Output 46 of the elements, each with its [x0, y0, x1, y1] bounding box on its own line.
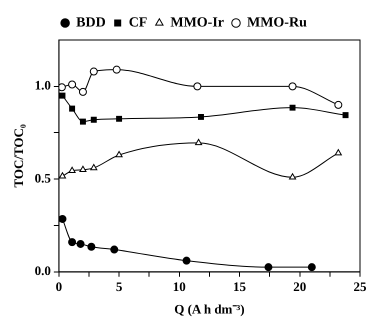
point: [87, 242, 96, 251]
point: [334, 100, 342, 109]
point: [193, 82, 202, 90]
point: [90, 164, 98, 170]
point: [342, 112, 349, 118]
point: [116, 150, 123, 158]
x-tick-label: 25: [354, 278, 367, 294]
x-tick-label: 20: [293, 278, 306, 294]
point: [68, 238, 76, 246]
point: [182, 256, 191, 265]
legend-label: MMO-Ir: [170, 16, 224, 31]
x-tick-label: 0: [56, 278, 62, 294]
x-axis-title: Q (A h dm⁻³): [174, 302, 245, 317]
point: [68, 166, 76, 173]
y-tick-label: 0.0: [34, 263, 51, 278]
point: [76, 240, 85, 248]
x-tick-label: 15: [233, 278, 247, 294]
point: [110, 246, 118, 254]
point: [289, 173, 296, 180]
y-tick-label: 1.0: [34, 78, 51, 93]
point: [198, 114, 204, 120]
point: [58, 214, 66, 223]
point: [58, 83, 66, 92]
point: [308, 263, 316, 272]
point: [290, 104, 296, 111]
point: [334, 149, 342, 156]
point: [90, 116, 97, 123]
legend-label: BDD: [76, 16, 106, 31]
point: [112, 66, 121, 74]
point: [80, 118, 86, 125]
x-tick-label: 10: [172, 278, 186, 294]
point: [195, 138, 202, 146]
legend-label: CF: [128, 16, 148, 31]
point: [68, 80, 76, 89]
y-tick-label: 0.5: [34, 170, 52, 186]
legend-label: MMO-Ru: [246, 16, 308, 31]
point: [78, 88, 87, 96]
point: [288, 82, 297, 90]
point: [116, 116, 122, 122]
point: [90, 68, 98, 76]
point: [264, 263, 272, 272]
point: [59, 92, 66, 99]
point: [69, 106, 76, 112]
x-tick-label: 5: [116, 278, 123, 294]
point: [79, 166, 86, 172]
y-axis-title: TOC/TOC₀: [11, 124, 26, 188]
